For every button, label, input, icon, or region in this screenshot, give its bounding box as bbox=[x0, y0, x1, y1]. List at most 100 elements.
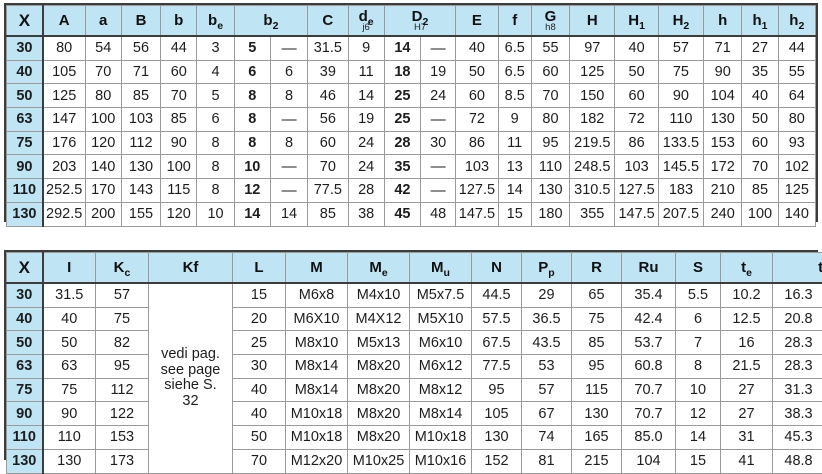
data-cell: 125 bbox=[778, 179, 815, 203]
column-header-m-u: Mu bbox=[410, 253, 472, 284]
data-cell: 77.5 bbox=[472, 355, 522, 379]
data-cell: 173 bbox=[96, 449, 149, 473]
data-cell: 44 bbox=[161, 36, 197, 60]
data-cell: 248.5 bbox=[570, 155, 615, 179]
data-cell: 60 bbox=[531, 60, 569, 84]
column-header-a: A bbox=[43, 6, 85, 37]
data-cell: M5x13 bbox=[348, 331, 410, 355]
data-cell: 100 bbox=[161, 155, 197, 179]
data-cell: 55 bbox=[778, 60, 815, 84]
data-cell: 27 bbox=[721, 402, 773, 426]
header-tolerance-class: j6 bbox=[349, 23, 384, 33]
data-cell: 75 bbox=[96, 307, 149, 331]
data-cell: 90 bbox=[658, 84, 703, 108]
data-cell: 85 bbox=[572, 331, 622, 355]
data-cell: 147.5 bbox=[615, 202, 658, 226]
data-cell: 43.5 bbox=[522, 331, 572, 355]
data-cell: 10 bbox=[234, 155, 270, 179]
data-cell: 72 bbox=[456, 108, 498, 132]
row-key-cell: 110 bbox=[7, 179, 43, 203]
header-subscript: 1 bbox=[639, 20, 645, 32]
data-cell: 40 bbox=[233, 402, 286, 426]
kf-note-line: see page bbox=[149, 363, 232, 379]
data-cell: 24 bbox=[421, 84, 456, 108]
data-cell: 180 bbox=[531, 202, 569, 226]
data-cell: 120 bbox=[85, 131, 121, 155]
data-cell: 14 bbox=[676, 426, 721, 450]
column-header-m: M bbox=[286, 253, 348, 284]
data-cell: 90 bbox=[161, 131, 197, 155]
column-header-e: E bbox=[456, 6, 498, 37]
data-cell: 50 bbox=[742, 108, 778, 132]
data-cell: 54 bbox=[85, 36, 121, 60]
data-cell: M12x20 bbox=[286, 449, 348, 473]
data-cell: 10 bbox=[676, 378, 721, 402]
column-header-i: I bbox=[43, 253, 96, 284]
data-cell: 19 bbox=[421, 60, 456, 84]
data-cell: 25 bbox=[384, 84, 420, 108]
data-cell: — bbox=[270, 108, 307, 132]
data-cell: 86 bbox=[615, 131, 658, 155]
header-label: X bbox=[7, 259, 42, 276]
data-cell: 71 bbox=[704, 36, 742, 60]
header-subscript: u bbox=[444, 267, 450, 279]
column-header-h-2: H2 bbox=[658, 6, 703, 37]
data-cell: 147 bbox=[43, 108, 85, 132]
data-cell: M10x18 bbox=[286, 402, 348, 426]
data-cell: 42 bbox=[384, 179, 420, 203]
data-cell: 12.5 bbox=[721, 307, 773, 331]
data-cell: 8 bbox=[270, 84, 307, 108]
data-cell: M8x20 bbox=[348, 355, 410, 379]
data-cell: 155 bbox=[121, 202, 160, 226]
data-cell: 24 bbox=[348, 131, 384, 155]
data-cell: 219.5 bbox=[570, 131, 615, 155]
data-cell: 95 bbox=[96, 355, 149, 379]
data-cell: 80 bbox=[85, 84, 121, 108]
data-cell: 240 bbox=[704, 202, 742, 226]
row-key-cell: 63 bbox=[7, 108, 43, 132]
data-cell: 112 bbox=[121, 131, 160, 155]
data-cell: 70.7 bbox=[622, 402, 676, 426]
header-subscript: e bbox=[382, 267, 388, 279]
column-header-n: N bbox=[472, 253, 522, 284]
data-cell: 12 bbox=[234, 179, 270, 203]
column-header-h-1: H1 bbox=[615, 6, 658, 37]
data-cell: 50 bbox=[615, 60, 658, 84]
column-header-k-c: Kc bbox=[96, 253, 149, 284]
data-cell: M10x25 bbox=[348, 449, 410, 473]
header-label: a bbox=[86, 13, 121, 28]
data-cell: M10x18 bbox=[286, 426, 348, 450]
data-cell: 35.4 bbox=[622, 283, 676, 307]
data-cell: M8x20 bbox=[348, 378, 410, 402]
data-cell: 36.5 bbox=[522, 307, 572, 331]
data-cell: 77.5 bbox=[308, 179, 348, 203]
header-label: te bbox=[721, 260, 772, 275]
data-cell: 48.8 bbox=[773, 449, 822, 473]
data-cell: 28 bbox=[384, 131, 420, 155]
data-cell: 85 bbox=[121, 84, 160, 108]
header-label: h2 bbox=[779, 13, 815, 28]
data-cell: M4x10 bbox=[348, 283, 410, 307]
data-cell: 25 bbox=[384, 108, 420, 132]
header-label: Ru bbox=[622, 260, 675, 275]
data-cell: 3 bbox=[197, 36, 234, 60]
data-cell: 85 bbox=[161, 108, 197, 132]
data-cell: M8x20 bbox=[348, 402, 410, 426]
data-cell: 10 bbox=[197, 202, 234, 226]
header-label: C bbox=[308, 13, 347, 28]
data-cell: 130 bbox=[572, 402, 622, 426]
data-cell: 30 bbox=[233, 355, 286, 379]
data-cell: 5 bbox=[197, 84, 234, 108]
column-header-ru: Ru bbox=[622, 253, 676, 284]
data-cell: 35 bbox=[742, 60, 778, 84]
data-cell: 130 bbox=[472, 426, 522, 450]
data-cell: 48 bbox=[421, 202, 456, 226]
column-header-h-2: h2 bbox=[778, 6, 815, 37]
